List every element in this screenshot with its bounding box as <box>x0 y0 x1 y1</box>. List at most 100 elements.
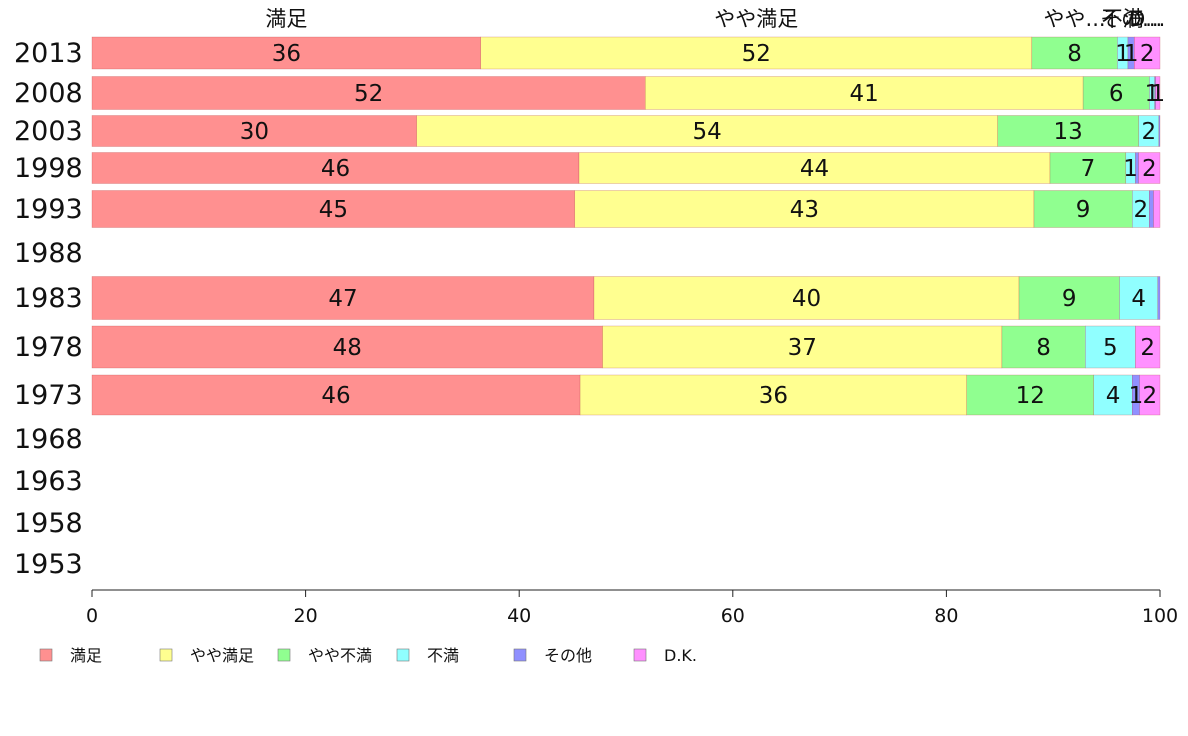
data-label-1973-series-4: 1 <box>1129 383 1144 409</box>
bar-1973-series-1 <box>579 374 967 416</box>
bar-1983-series-1 <box>593 276 1020 320</box>
x-tick-label-40: 40 <box>507 605 531 627</box>
legend-label-0: 満足 <box>70 646 102 665</box>
y-tick-label-1968: 1968 <box>14 424 83 455</box>
y-tick-label-1973: 1973 <box>14 380 83 411</box>
data-label-2013-series-5: 2 <box>1140 41 1155 67</box>
data-label-1983-series-3: 4 <box>1131 286 1146 312</box>
bar-2003-series-0 <box>91 115 417 147</box>
data-label-1978-series-3: 5 <box>1103 335 1118 361</box>
bar-1993-series-5 <box>1153 190 1161 228</box>
bar-2008-series-0 <box>91 76 646 110</box>
x-tick-label-100: 100 <box>1142 605 1178 627</box>
legend-swatch-0 <box>39 648 53 662</box>
data-label-1993-series-1: 43 <box>790 197 819 223</box>
data-label-1978-series-2: 8 <box>1036 335 1051 361</box>
bar-1973-series-5 <box>1139 374 1161 416</box>
data-label-1978-series-1: 37 <box>788 335 817 361</box>
bar-2013-series-5 <box>1134 36 1161 70</box>
bar-2008-series-2 <box>1082 76 1150 110</box>
y-tick-label-1993: 1993 <box>14 194 83 225</box>
data-label-2008-series-0: 52 <box>354 81 383 107</box>
data-label-1998-series-1: 44 <box>800 156 829 182</box>
data-label-2013-series-1: 52 <box>742 41 771 67</box>
y-tick-label-1963: 1963 <box>14 466 83 497</box>
legend-swatch-1 <box>159 648 173 662</box>
y-tick-label-1958: 1958 <box>14 508 83 539</box>
legend-label-1: やや満足 <box>190 646 254 665</box>
bar-1998-series-0 <box>91 152 580 184</box>
bar-1983-series-3 <box>1119 276 1159 320</box>
data-label-1983-series-0: 47 <box>328 286 357 312</box>
data-label-2013-series-3: 1 <box>1115 41 1130 67</box>
bar-1993-series-1 <box>574 190 1035 228</box>
data-label-2003-series-2: 13 <box>1054 119 1083 145</box>
top-series-label-0: 満足 <box>265 7 307 31</box>
data-label-1998-series-3: 1 <box>1123 156 1138 182</box>
bar-1978-series-1 <box>602 325 1003 369</box>
x-tick-label-20: 20 <box>294 605 318 627</box>
data-label-2003-series-1: 54 <box>693 119 722 145</box>
bar-1978-series-0 <box>91 325 603 369</box>
y-tick-label-1978: 1978 <box>14 332 83 363</box>
data-label-1973-series-0: 46 <box>321 383 350 409</box>
data-label-1998-series-0: 46 <box>321 156 350 182</box>
legend-label-4: その他 <box>544 646 592 665</box>
bar-2008-series-1 <box>645 76 1084 110</box>
bar-1973-series-3 <box>1093 374 1133 416</box>
data-label-2008-series-2: 6 <box>1109 81 1124 107</box>
x-tick-label-60: 60 <box>721 605 745 627</box>
data-label-2008-series-5: 1 <box>1151 81 1166 107</box>
bar-1998-series-2 <box>1049 152 1127 184</box>
bar-2003-series-2 <box>997 115 1139 147</box>
data-label-2013-series-4: 1 <box>1124 41 1139 67</box>
data-label-2013-series-2: 8 <box>1067 41 1082 67</box>
bar-2013-series-1 <box>480 36 1033 70</box>
bar-2013-series-0 <box>91 36 481 70</box>
legend-label-5: D.K. <box>664 646 697 665</box>
bar-2008-series-5 <box>1155 76 1161 110</box>
legend-swatch-3 <box>396 648 410 662</box>
bar-1983-series-4 <box>1157 276 1161 320</box>
top-series-label-2: やや... <box>1044 7 1106 31</box>
bar-1983-series-0 <box>91 276 595 320</box>
data-label-1978-series-0: 48 <box>333 335 362 361</box>
data-label-2003-series-3: 2 <box>1141 119 1156 145</box>
legend-label-2: やや不満 <box>308 646 372 665</box>
legend-swatch-2 <box>277 648 291 662</box>
y-tick-label-1953: 1953 <box>14 549 83 580</box>
legend-swatch-5 <box>633 648 647 662</box>
y-tick-label-2003: 2003 <box>14 116 83 147</box>
data-label-1993-series-2: 9 <box>1076 197 1091 223</box>
data-label-1993-series-0: 45 <box>319 197 348 223</box>
bar-1993-series-2 <box>1033 190 1133 228</box>
data-label-1973-series-5: 2 <box>1143 383 1158 409</box>
legend-swatch-4 <box>513 648 527 662</box>
data-label-1973-series-3: 4 <box>1106 383 1121 409</box>
data-label-2003-series-0: 30 <box>240 119 269 145</box>
top-series-label-4: その... <box>1100 7 1162 31</box>
data-label-1973-series-2: 12 <box>1016 383 1045 409</box>
y-tick-label-2013: 2013 <box>14 38 83 69</box>
bar-1993-series-4 <box>1149 190 1154 228</box>
data-label-1998-series-2: 7 <box>1081 156 1096 182</box>
data-label-1993-series-3: 2 <box>1133 197 1148 223</box>
bar-1993-series-0 <box>91 190 575 228</box>
y-tick-label-2008: 2008 <box>14 78 83 109</box>
data-label-1973-series-1: 36 <box>759 383 788 409</box>
bar-2003-series-1 <box>416 115 998 147</box>
legend-label-3: 不満 <box>427 646 459 665</box>
top-series-label-3: 不満 <box>1102 7 1144 31</box>
bar-1983-series-2 <box>1018 276 1120 320</box>
bar-1998-series-5 <box>1138 152 1161 184</box>
data-label-1978-series-5: 2 <box>1140 335 1155 361</box>
bar-1978-series-3 <box>1085 325 1136 369</box>
data-label-1998-series-5: 2 <box>1142 156 1157 182</box>
top-series-label-5: D... <box>1129 7 1165 31</box>
data-label-2008-series-1: 41 <box>850 81 879 107</box>
y-tick-label-1983: 1983 <box>14 283 83 314</box>
x-tick-label-0: 0 <box>86 605 98 627</box>
x-tick-label-80: 80 <box>934 605 958 627</box>
